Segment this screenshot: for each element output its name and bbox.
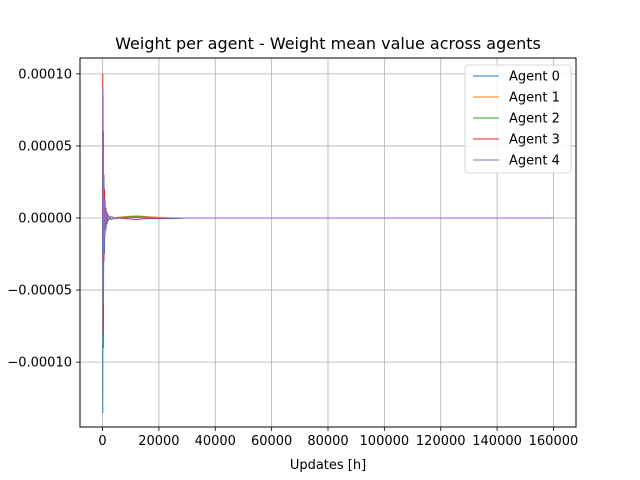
x-tick-label: 140000 xyxy=(472,434,522,449)
legend-label: Agent 4 xyxy=(509,154,560,169)
y-tick-label: −0.00005 xyxy=(7,284,72,299)
legend-label: Agent 3 xyxy=(509,133,560,148)
y-tick-label: 0.00005 xyxy=(18,139,72,154)
series-layer xyxy=(102,73,554,414)
legend-label: Agent 0 xyxy=(509,70,560,85)
x-tick-label: 0 xyxy=(98,434,106,449)
x-axis: 0 20000 40000 60000 80000 100000 120000 140000 1… xyxy=(98,427,578,449)
x-tick-label: 80000 xyxy=(307,434,348,449)
x-tick-label: 160000 xyxy=(529,434,579,449)
legend-label: Agent 2 xyxy=(509,112,560,127)
x-tick-label: 20000 xyxy=(138,434,179,449)
y-tick-label: −0.00010 xyxy=(7,356,72,371)
legend: Agent 0 Agent 1 Agent 2 Agent 3 Agent 4 xyxy=(464,64,572,174)
legend-label: Agent 1 xyxy=(509,91,560,106)
x-tick-label: 100000 xyxy=(360,434,410,449)
legend-box xyxy=(464,64,572,174)
y-axis: 0.00010 0.00005 0.00000 −0.00005 −0.00010 xyxy=(7,67,80,371)
x-tick-label: 120000 xyxy=(416,434,466,449)
y-tick-label: 0.00000 xyxy=(18,211,72,226)
x-axis-label: Updates [h] xyxy=(290,458,366,473)
x-tick-label: 40000 xyxy=(195,434,236,449)
x-tick-label: 60000 xyxy=(251,434,292,449)
chart-title: Weight per agent - Weight mean value acr… xyxy=(115,34,541,53)
y-tick-label: 0.00010 xyxy=(18,67,72,82)
series-line-agent-4 xyxy=(102,87,554,305)
